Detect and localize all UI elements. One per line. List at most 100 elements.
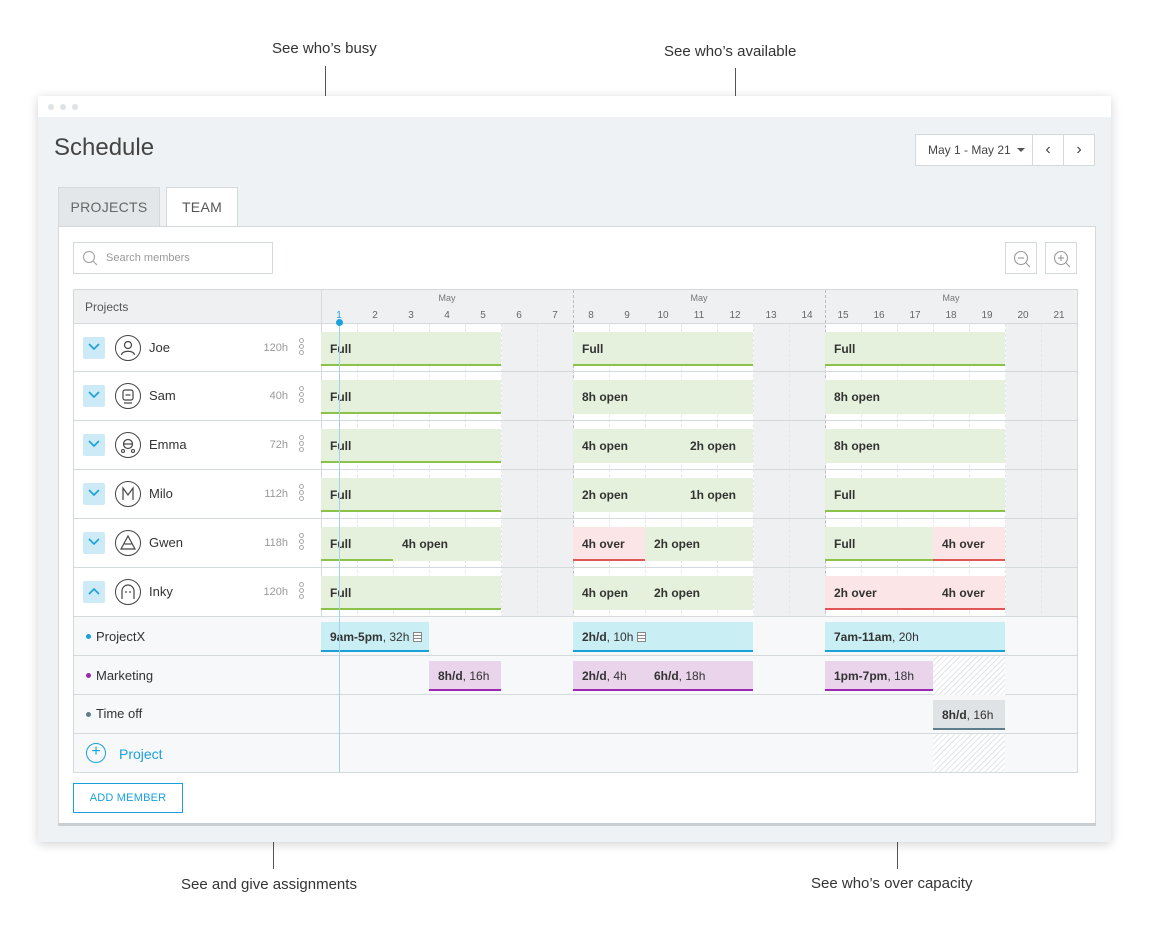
member-name: Joe <box>149 340 170 355</box>
day-gridline <box>501 324 502 772</box>
availability-bar[interactable]: 1h open <box>681 478 753 512</box>
expand-button[interactable] <box>83 483 105 505</box>
availability-bar[interactable]: Full <box>573 332 753 366</box>
assignment-bar[interactable]: 6h/d, 18h <box>645 661 753 691</box>
callout-over-capacity: See who’s over capacity <box>811 875 973 892</box>
more-options-icon[interactable] <box>299 386 305 404</box>
availability-bar[interactable]: Full <box>825 332 1005 366</box>
day-label: 10 <box>657 310 669 321</box>
day-label: 3 <box>408 310 414 321</box>
schedule-grid: Projects May May May 1 2 3 4 5 6 7 8 9 10 11 12 13 14… <box>73 289 1078 773</box>
availability-bar[interactable]: Full <box>321 478 501 512</box>
person-icon <box>115 335 141 361</box>
assignment-bar[interactable]: 2h/d, 10h <box>573 622 753 652</box>
availability-bar[interactable]: Full <box>321 380 501 414</box>
availability-bar[interactable]: Full <box>321 429 501 463</box>
day-label: 8 <box>588 310 594 321</box>
member-hours: 120h <box>263 586 288 598</box>
caret-down-icon <box>1016 148 1025 152</box>
availability-bar[interactable]: 2h open <box>573 478 681 512</box>
more-options-icon[interactable] <box>299 484 305 502</box>
astronaut-icon <box>115 432 141 458</box>
assignment-hours: , 4h <box>606 669 627 683</box>
ghost-icon <box>115 579 141 605</box>
member-row-inky: Inky 120h Full 4h open 2h open 2h over 4… <box>74 568 1077 617</box>
more-options-icon[interactable] <box>299 338 305 356</box>
tab-projects[interactable]: PROJECTS <box>58 187 160 227</box>
availability-bar[interactable]: Full <box>321 527 393 561</box>
day-label: 2 <box>372 310 378 321</box>
availability-bar[interactable]: 8h open <box>825 380 1005 414</box>
time-off-hatch <box>933 656 1005 695</box>
more-options-icon[interactable] <box>299 435 305 453</box>
search-placeholder: Search members <box>106 252 190 264</box>
add-member-button[interactable]: ADD MEMBER <box>73 783 183 813</box>
expand-button[interactable] <box>83 532 105 554</box>
time-off-bar[interactable]: 8h/d, 16h <box>933 700 1005 730</box>
availability-bar[interactable]: Full <box>321 576 501 610</box>
project-color-dot <box>86 673 91 678</box>
assignment-bar[interactable]: 9am-5pm, 32h <box>321 622 429 652</box>
project-row-projectx: ProjectX 9am-5pm, 32h 2h/d, 10h 7am-11am… <box>74 617 1077 656</box>
project-name: Marketing <box>96 668 154 683</box>
timeline-header: Projects May May May 1 2 3 4 5 6 7 8 9 10 11 12 13 14… <box>74 290 1077 324</box>
availability-bar[interactable]: 4h over <box>573 527 645 561</box>
chevron-up-icon <box>88 587 100 595</box>
member-row-joe: Joe 120h Full Full Full <box>74 324 1077 372</box>
prev-range-button[interactable]: ‹ <box>1032 134 1064 166</box>
day-label: 11 <box>693 310 705 321</box>
day-label: 16 <box>873 310 885 321</box>
date-range-dropdown[interactable]: May 1 - May 21 <box>915 134 1033 166</box>
projects-column-header: Projects <box>85 300 129 314</box>
assignment-bar[interactable]: 1pm-7pm, 18h <box>825 661 933 691</box>
assignment-bar[interactable]: 8h/d, 16h <box>429 661 501 691</box>
day-label: 14 <box>801 310 813 321</box>
availability-bar[interactable]: 2h open <box>645 527 753 561</box>
availability-bar[interactable]: Full <box>321 332 501 366</box>
availability-bar[interactable]: 4h over <box>933 527 1005 561</box>
availability-bar[interactable]: 2h over <box>825 576 933 610</box>
availability-bar[interactable]: 4h over <box>933 576 1005 610</box>
day-label: 12 <box>729 310 741 321</box>
day-label: 1 <box>336 310 342 321</box>
assignment-bar[interactable]: 7am-11am, 20h <box>825 622 1005 652</box>
callout-busy: See who’s busy <box>272 40 377 57</box>
add-project-row: + Project <box>74 734 1077 772</box>
zoom-in-button[interactable] <box>1045 242 1077 274</box>
expand-button[interactable] <box>83 385 105 407</box>
assignment-hours: , 16h <box>966 708 994 722</box>
assignment-hours: , 32h <box>382 630 410 644</box>
month-label: May <box>438 293 456 303</box>
assignment-bar[interactable]: 2h/d, 4h <box>573 661 645 691</box>
more-options-icon[interactable] <box>299 582 305 600</box>
availability-bar[interactable]: 8h open <box>573 380 753 414</box>
collapse-button[interactable] <box>83 581 105 603</box>
next-range-button[interactable]: › <box>1063 134 1095 166</box>
page-title: Schedule <box>54 134 155 161</box>
day-label: 9 <box>624 310 630 321</box>
robot-icon <box>115 383 141 409</box>
search-input[interactable]: Search members <box>73 242 273 274</box>
expand-button[interactable] <box>83 434 105 456</box>
callout-assignments: See and give assignments <box>181 876 357 893</box>
availability-bar[interactable]: 4h open <box>393 527 501 561</box>
member-hours: 72h <box>269 439 288 451</box>
availability-bar[interactable]: 4h open <box>573 429 681 463</box>
assignment-time: 1pm-7pm <box>834 669 888 683</box>
tab-team[interactable]: TEAM <box>166 187 238 227</box>
chevron-down-icon <box>88 538 100 546</box>
add-project-button[interactable]: + <box>86 743 106 763</box>
add-project-label[interactable]: Project <box>119 746 163 762</box>
availability-bar[interactable]: Full <box>825 527 933 561</box>
availability-bar[interactable]: 4h open <box>573 576 645 610</box>
expand-button[interactable] <box>83 337 105 359</box>
assignment-hours: , 20h <box>892 630 919 644</box>
availability-bar[interactable]: 2h open <box>681 429 753 463</box>
day-label: 19 <box>981 310 993 321</box>
availability-bar[interactable]: 2h open <box>645 576 753 610</box>
zoom-out-button[interactable] <box>1005 242 1037 274</box>
zoom-out-icon <box>1013 250 1031 268</box>
availability-bar[interactable]: Full <box>825 478 1005 512</box>
more-options-icon[interactable] <box>299 533 305 551</box>
availability-bar[interactable]: 8h open <box>825 429 1005 463</box>
